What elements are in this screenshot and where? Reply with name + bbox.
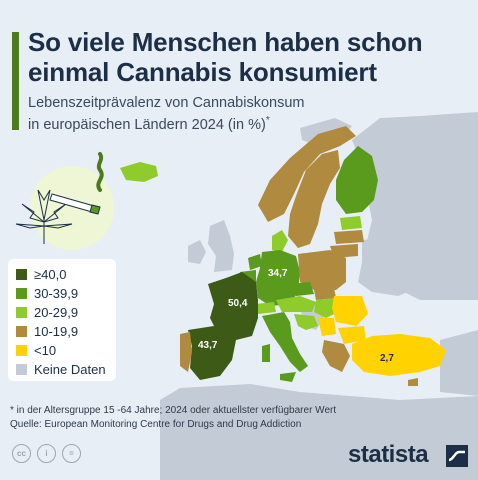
subtitle-line-1: Lebenszeitprävalenz von Cannabiskonsum: [28, 95, 305, 111]
no-derivatives-icon[interactable]: =: [62, 444, 81, 463]
greece-shape: [322, 340, 350, 372]
subtitle-line-2-text: in europäischen Ländern 2024 (in %): [28, 116, 266, 133]
license-icons: cc i =: [12, 444, 81, 463]
cannabis-leaf-icon: [15, 189, 73, 244]
chart-title: So viele Menschen haben schon einmal Can…: [28, 27, 476, 87]
netherlands-shape: [248, 254, 262, 270]
illustration-halo-circle: [30, 166, 114, 250]
value-label-germany: 34,7: [268, 268, 288, 279]
romania-shape: [332, 296, 368, 326]
uk-shape: [208, 220, 234, 272]
chart-subtitle: Lebenszeitprävalenz von Cannabiskonsum i…: [28, 95, 448, 134]
legend-swatch: [16, 344, 27, 356]
turkey-shape: [352, 334, 446, 376]
sicily-shape: [280, 372, 296, 382]
footnote-source: Quelle: European Monitoring Centre for D…: [10, 419, 302, 430]
iceland-shape: [120, 162, 158, 182]
smoke-icon: [96, 152, 104, 192]
sweden-shape: [288, 150, 340, 248]
portugal-shape: [180, 332, 192, 372]
spain-shape: [188, 326, 236, 380]
north-africa-shape: [160, 384, 478, 480]
value-label-france: 50,4: [228, 298, 248, 309]
norway-shape: [258, 126, 356, 222]
slovakia-shape: [314, 288, 336, 300]
legend-label: <10: [34, 342, 57, 358]
legend-item: 30-39,9: [16, 284, 78, 302]
bulgaria-shape: [338, 326, 366, 344]
legend-label: Keine Daten: [34, 361, 106, 377]
value-label-spain: 43,7: [198, 340, 218, 351]
statista-logo-icon[interactable]: [446, 445, 468, 467]
legend-swatch: [16, 363, 27, 375]
belarus-ukraine-shape: [358, 238, 420, 296]
statista-logo-text[interactable]: statista: [348, 441, 429, 468]
austria-shape: [276, 296, 316, 312]
finland-shape: [336, 146, 378, 214]
poland-shape: [298, 250, 346, 290]
creative-commons-icon[interactable]: cc: [12, 444, 31, 463]
legend-item: 10-19,9: [16, 322, 78, 340]
footnote-age-note: * in der Altersgruppe 15 -64 Jahre; 2024…: [10, 405, 337, 416]
italy-shape: [262, 312, 308, 372]
cyprus-shape: [408, 378, 418, 386]
legend-swatch: [16, 268, 27, 280]
title-line-1: So viele Menschen haben schon: [28, 27, 423, 57]
legend-swatch: [16, 325, 27, 337]
legend-item: <10: [16, 341, 56, 359]
legend-label: 30-39,9: [34, 285, 79, 301]
denmark-shape: [272, 230, 288, 252]
title-line-2: einmal Cannabis konsumiert: [28, 57, 377, 87]
legend-item: 20-29,9: [16, 303, 78, 321]
statista-wave-icon: [448, 450, 465, 462]
subtitle-footnote-marker: *: [265, 115, 270, 126]
footnote: * in der Altersgruppe 15 -64 Jahre; 2024…: [10, 404, 470, 432]
latvia-shape: [334, 230, 364, 244]
switzerland-shape: [256, 302, 276, 314]
legend-label: ≥40,0: [34, 266, 67, 282]
legend-label: 20-29,9: [34, 304, 79, 320]
joint-icon: [49, 193, 101, 215]
title-accent-bar: [12, 32, 19, 130]
legend-item: Keine Daten: [16, 360, 106, 378]
croatia-shape: [294, 314, 318, 330]
middle-east-shape: [440, 330, 478, 396]
attribution-icon[interactable]: i: [37, 444, 56, 463]
legend-label: 10-19,9: [34, 323, 79, 339]
ireland-shape: [188, 240, 206, 264]
value-label-turkey: 2,7: [380, 353, 394, 364]
cannabis-illustration: [15, 152, 114, 250]
france-shape: [208, 272, 258, 340]
germany-shape: [256, 250, 300, 306]
czechia-shape: [290, 282, 314, 296]
legend-swatch: [16, 306, 27, 318]
map-legend: ≥40,0 30-39,9 20-29,9 10-19,9 <10 Keine Daten: [8, 259, 116, 381]
sardinia-shape: [262, 344, 270, 362]
subtitle-line-2: in europäischen Ländern 2024 (in %)*: [28, 112, 448, 134]
legend-swatch: [16, 287, 27, 299]
legend-item: ≥40,0: [16, 265, 66, 283]
estonia-shape: [340, 216, 362, 230]
serbia-shape: [318, 318, 336, 336]
